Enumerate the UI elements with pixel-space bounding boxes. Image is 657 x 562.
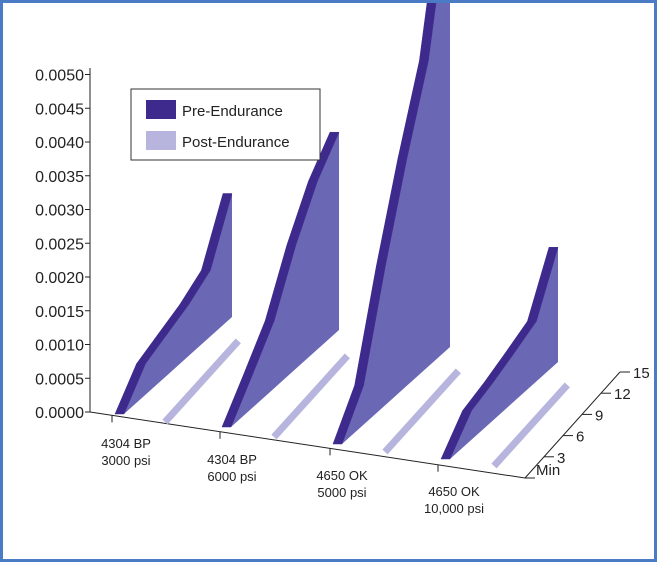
post-endurance-bar [491, 382, 570, 469]
z-tick-label: 12 [614, 386, 631, 403]
y-tick-label: 0.0040 [35, 135, 84, 152]
y-tick-label: 0.0045 [35, 101, 84, 118]
y-tick-label: 0.0050 [35, 68, 84, 85]
chart-3d-ribbons: 0.0000 0.0005 0.0010 0.0015 0.0020 0.0025 0.00… [35, 3, 650, 516]
x-category-label-line2: 6000 psi [207, 469, 256, 484]
y-tick-label: 0.0025 [35, 236, 84, 253]
post-endurance-bar [271, 353, 350, 440]
x-category-label-line1: 4650 OK [316, 468, 368, 483]
y-tick-label: 0.0015 [35, 304, 84, 321]
legend-swatch-pre [146, 100, 176, 119]
x-category-label-line2: 10,000 psi [424, 501, 484, 516]
z-axis-line [524, 371, 621, 479]
legend-swatch-post [146, 131, 176, 150]
z-tick-label: 15 [633, 365, 650, 382]
legend-label-pre: Pre-Endurance [182, 103, 283, 120]
x-category-label-line2: 5000 psi [317, 485, 366, 500]
y-tick-label: 0.0000 [35, 405, 84, 422]
pre-endurance-ribbon-face [124, 193, 232, 414]
y-tick-label: 0.0035 [35, 169, 84, 186]
pre-endurance-ribbon-face [450, 247, 558, 459]
pre-endurance-ribbon-face [342, 3, 450, 444]
post-endurance-bar [382, 368, 461, 455]
z-tick-label: 6 [576, 429, 584, 446]
z-tick-label: 3 [557, 450, 565, 467]
pre-endurance-ribbon-edge [308, 131, 340, 182]
pre-endurance-ribbon-edge [419, 3, 437, 61]
pre-endurance-ribbon-edge [527, 247, 559, 322]
x-axis-line [89, 411, 526, 479]
post-endurance-bar [162, 338, 241, 425]
legend-label-post: Post-Endurance [182, 134, 290, 151]
x-category-label-line1: 4650 OK [428, 484, 480, 499]
pre-endurance-ribbon-edge [201, 193, 233, 271]
z-tick-label: 9 [595, 407, 603, 424]
y-tick-label: 0.0020 [35, 270, 84, 287]
y-tick-label: 0.0005 [35, 371, 84, 388]
x-category-label-line1: 4304 BP [101, 436, 151, 451]
y-tick-label: 0.0030 [35, 203, 84, 220]
pre-endurance-ribbon-face [231, 132, 339, 427]
z-axis-label: Min [536, 462, 560, 479]
x-category-label-line1: 4304 BP [207, 452, 257, 467]
y-tick-label: 0.0010 [35, 338, 84, 355]
x-category-label-line2: 3000 psi [101, 453, 150, 468]
